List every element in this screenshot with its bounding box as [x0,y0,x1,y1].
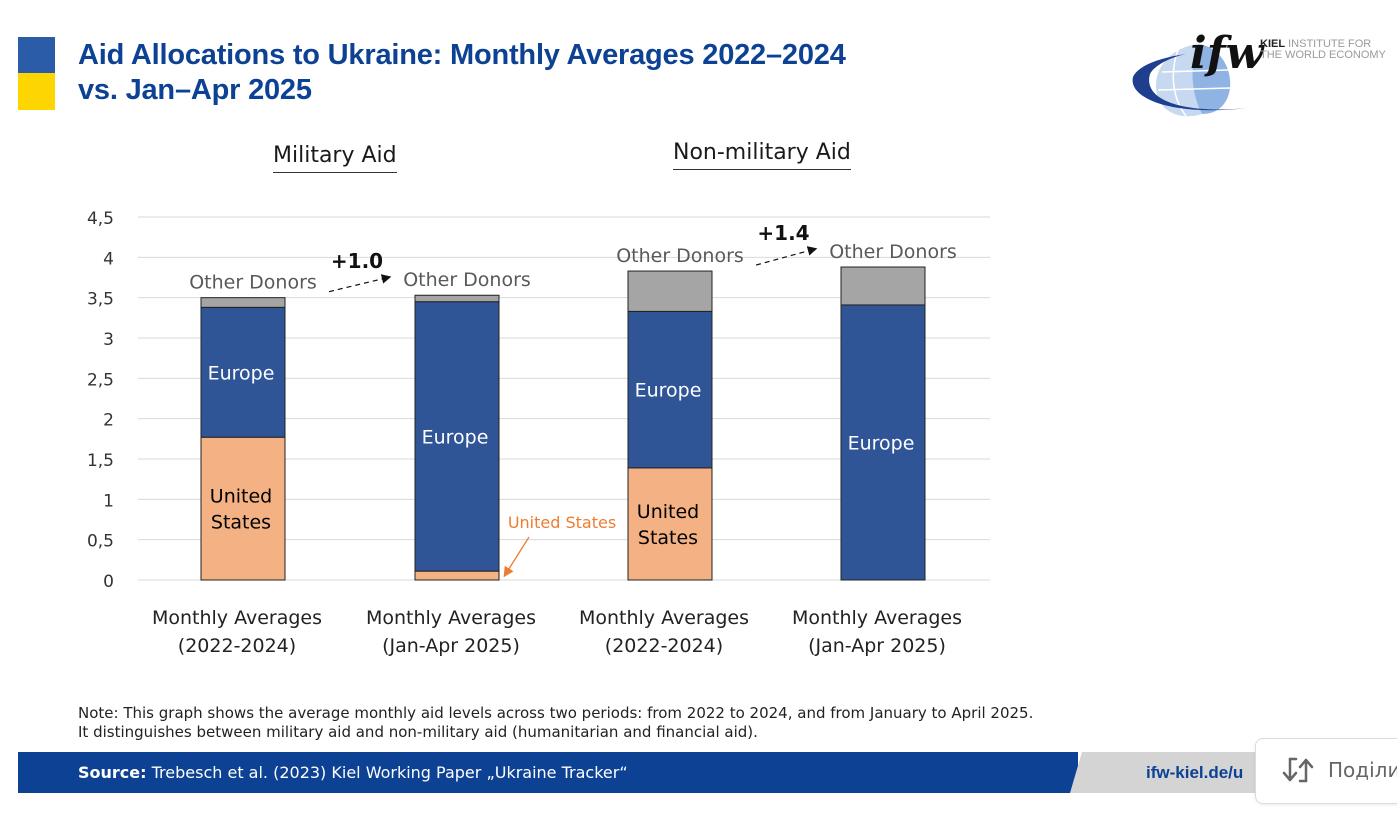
bar-segment-united-states [627,467,713,581]
ifw-logo: ifw [1132,28,1266,117]
segment-label: States [211,512,271,534]
ukraine-flag-blue [18,37,55,73]
footer-bar [18,752,1078,793]
logo-name-bold: KIEL [1260,38,1286,50]
note-line-1: Note: This graph shows the average month… [78,704,1034,722]
segment-label: United [210,486,272,508]
source-citation: Trebesch et al. (2023) Kiel Working Pape… [146,763,628,782]
chart-note: Note: This graph shows the average month… [78,704,1033,742]
y-tick-label: 4 [103,249,114,269]
other-donors-label: Other Donors [189,272,317,294]
x-category-label: Monthly Averages [366,607,536,629]
bars [200,266,926,581]
y-tick-label: 3 [103,330,114,350]
y-axis: 0 0,5 1 1,5 2 2,5 3 3,5 4 4,5 [87,209,114,592]
bar-segment-other-donors [627,270,713,312]
bar-segment-europe [414,301,500,572]
bar-labels: United States Europe Europe United States Euro… [189,241,957,549]
y-tick-label: 0,5 [87,532,114,552]
bar-segment-other-donors [840,266,926,306]
other-donors-label: Other Donors [829,241,957,263]
section-title-non-military: Non-military Aid [673,140,851,170]
source-label: Source: [78,763,147,782]
note-line-2: It distinguishes between military aid an… [78,723,758,741]
bar-segment-europe [627,310,713,469]
x-category-label: Monthly Averages [792,607,962,629]
section-title-military: Military Aid [273,143,397,173]
source-text: Source: Trebesch et al. (2023) Kiel Work… [78,763,628,782]
bar-segment-other-donors [414,294,500,303]
ukraine-flag-yellow [18,73,55,110]
other-donors-label: Other Donors [616,245,744,267]
change-value-label: +1.4 [757,221,809,245]
y-tick-label: 3,5 [87,290,114,310]
change-arrow [755,246,818,266]
x-axis: Monthly Averages (2022-2024) Monthly Avera… [152,607,962,657]
logo-name-rest: INSTITUTE FOR [1288,38,1372,50]
logo-name-line2: THE WORLD ECONOMY [1260,49,1386,61]
segment-label: Europe [208,362,275,384]
y-tick-label: 2 [103,411,114,431]
segment-label: Europe [635,380,702,402]
bar-segment-other-donors [200,297,286,308]
change-arrow [328,274,392,293]
share-label: Поділи [1328,758,1397,782]
y-tick-label: 2,5 [87,370,114,390]
other-donors-label: Other Donors [403,269,531,291]
x-category-label: Monthly Averages [579,607,749,629]
change-value-label: +1.0 [331,249,383,273]
y-tick-label: 1 [103,491,114,511]
x-category-label: (2022-2024) [178,635,296,657]
annotations: +1.0 +1.4 United States [328,221,818,578]
title-line-2: vs. Jan–Apr 2025 [78,74,312,106]
segment-label: States [638,527,698,549]
segment-label: Europe [422,426,489,448]
us-callout-label: United States [508,513,616,532]
x-category-label: (2022-2024) [605,635,723,657]
share-button[interactable]: Поділи [1255,738,1397,804]
title-line-1: Aid Allocations to Ukraine: Monthly Aver… [78,39,846,71]
us-callout-arrow [503,536,530,578]
y-tick-label: 1,5 [87,451,114,471]
logo-text: KIEL INSTITUTE FOR THE WORLD ECONOMY [1260,39,1386,61]
x-category-label: Monthly Averages [152,607,322,629]
x-category-label: (Jan-Apr 2025) [808,635,946,657]
bar-segment-europe [200,306,286,438]
share-arrows-icon [1282,757,1314,783]
page-title: Aid Allocations to Ukraine: Monthly Aver… [78,38,846,108]
x-category-label: (Jan-Apr 2025) [382,635,520,657]
globe-icon [1132,44,1248,117]
bar-segment-united-states [414,570,500,581]
y-tick-label: 0 [103,572,114,592]
segment-label: United [637,501,699,523]
bar-segment-europe [840,304,926,581]
footer-url[interactable]: ifw-kiel.de/u [1146,763,1244,782]
stacked-bar-chart: 0 0,5 1 1,5 2 2,5 3 3,5 4 4,5 United States Europe E… [87,209,990,657]
bar-segment-united-states [200,436,286,581]
segment-label: Europe [848,432,915,454]
y-tick-label: 4,5 [87,209,114,229]
logo-mark: ifw [1190,28,1266,79]
